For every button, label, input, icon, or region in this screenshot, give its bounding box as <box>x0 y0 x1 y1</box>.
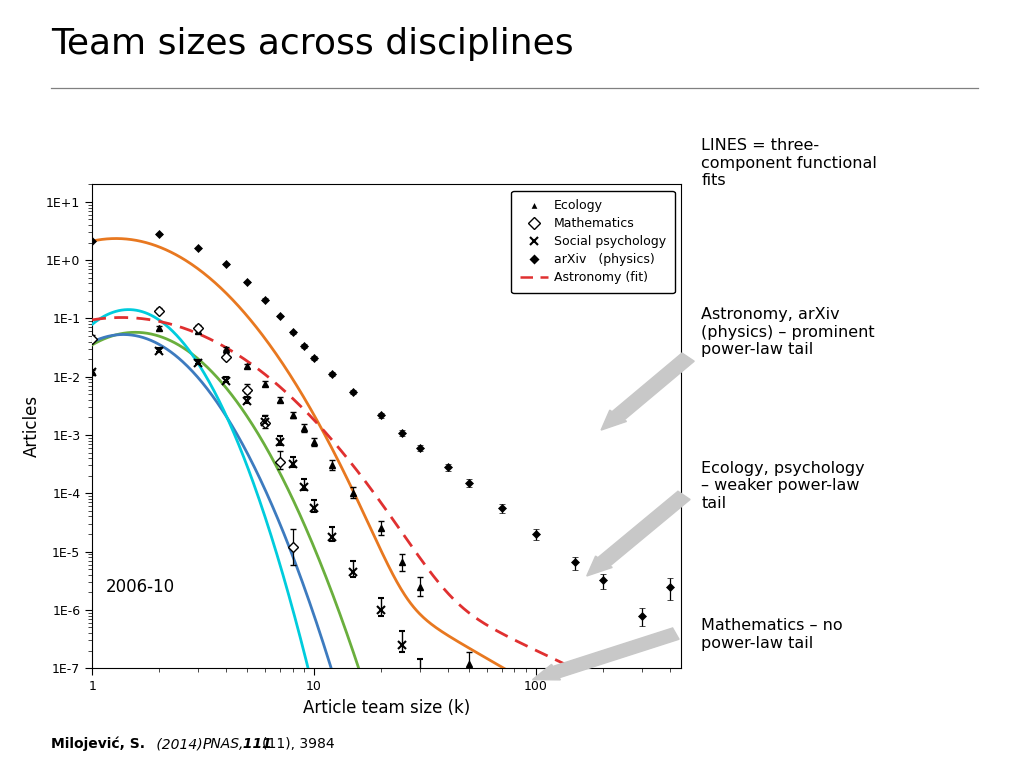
Text: Team sizes across disciplines: Team sizes across disciplines <box>51 27 573 61</box>
Text: Milojević, S.: Milojević, S. <box>51 737 145 751</box>
Text: 2006-10: 2006-10 <box>105 578 175 596</box>
Text: Astronomy, arXiv
(physics) – prominent
power-law tail: Astronomy, arXiv (physics) – prominent p… <box>701 307 876 357</box>
Y-axis label: Articles: Articles <box>23 396 40 457</box>
Text: Mathematics – no
power-law tail: Mathematics – no power-law tail <box>701 618 843 650</box>
Text: LINES = three-
component functional
fits: LINES = three- component functional fits <box>701 138 878 188</box>
Text: (2014).: (2014). <box>152 737 211 751</box>
Text: (11), 3984: (11), 3984 <box>262 737 335 751</box>
Legend: Ecology, Mathematics, Social psychology, arXiv   (physics), Astronomy (fit): Ecology, Mathematics, Social psychology,… <box>511 190 675 293</box>
Text: 111: 111 <box>238 737 271 751</box>
Text: Ecology, psychology
– weaker power-law
tail: Ecology, psychology – weaker power-law t… <box>701 461 865 511</box>
Text: PNAS,: PNAS, <box>203 737 244 751</box>
X-axis label: Article team size (k): Article team size (k) <box>303 699 470 717</box>
